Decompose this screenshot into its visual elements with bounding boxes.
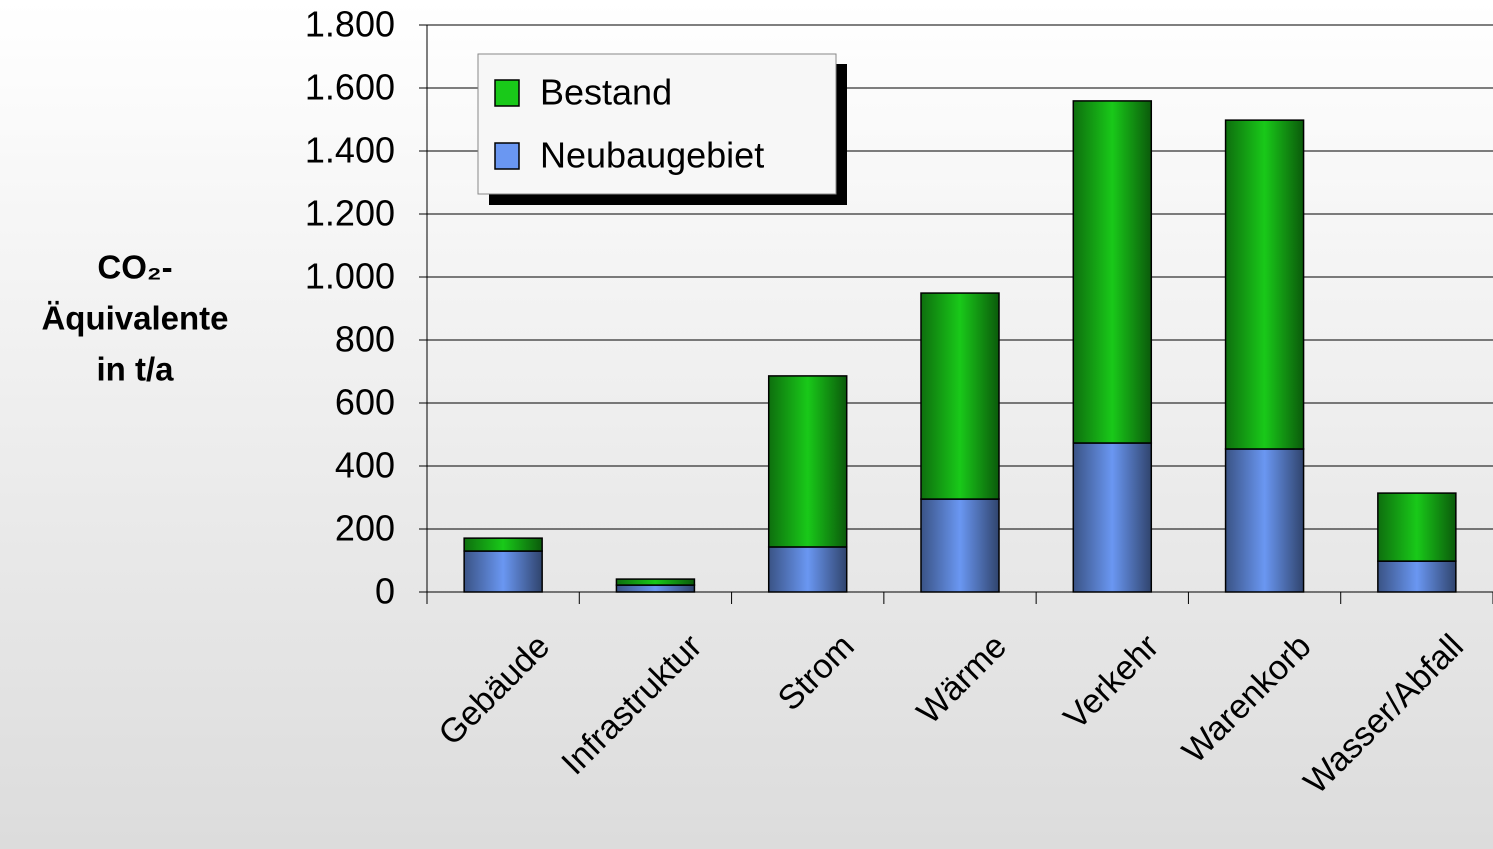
bar-segment	[1072, 442, 1153, 593]
y-axis-title-line: in t/a	[96, 351, 174, 388]
y-tick-label: 1.000	[305, 256, 395, 297]
y-tick-label: 400	[335, 445, 395, 486]
bar-segment	[767, 546, 848, 593]
bar-segment	[1072, 100, 1153, 444]
y-tick-label: 1.800	[305, 4, 395, 45]
y-tick-label: 1.400	[305, 130, 395, 171]
bar-segment	[615, 578, 696, 586]
y-tick-label: 600	[335, 382, 395, 423]
y-axis-title-line: Äquivalente	[41, 300, 228, 337]
legend-swatch	[494, 79, 520, 107]
bar-segment	[1224, 119, 1305, 450]
y-axis-title-line: CO₂-	[97, 249, 172, 286]
y-tick-label: 1.600	[305, 67, 395, 108]
bar-segment	[1377, 492, 1457, 562]
bar-segment	[463, 550, 543, 593]
legend-label: Bestand	[540, 72, 672, 113]
legend	[477, 53, 837, 195]
y-tick-label: 0	[375, 571, 395, 612]
legend-swatch	[494, 142, 520, 170]
legend-label: Neubaugebiet	[540, 135, 764, 176]
bar-segment	[615, 584, 696, 593]
y-tick-label: 800	[335, 319, 395, 360]
bar-segment	[1224, 448, 1305, 593]
bar-segment	[1377, 560, 1457, 593]
bar-segment	[920, 292, 1000, 500]
y-tick-label: 200	[335, 508, 395, 549]
bar-segment	[767, 375, 848, 548]
bar-segment	[920, 498, 1000, 593]
bar-segment	[463, 537, 543, 552]
y-tick-label: 1.200	[305, 193, 395, 234]
y-axis-title: CO₂- Äquivalente in t/a	[41, 249, 228, 388]
